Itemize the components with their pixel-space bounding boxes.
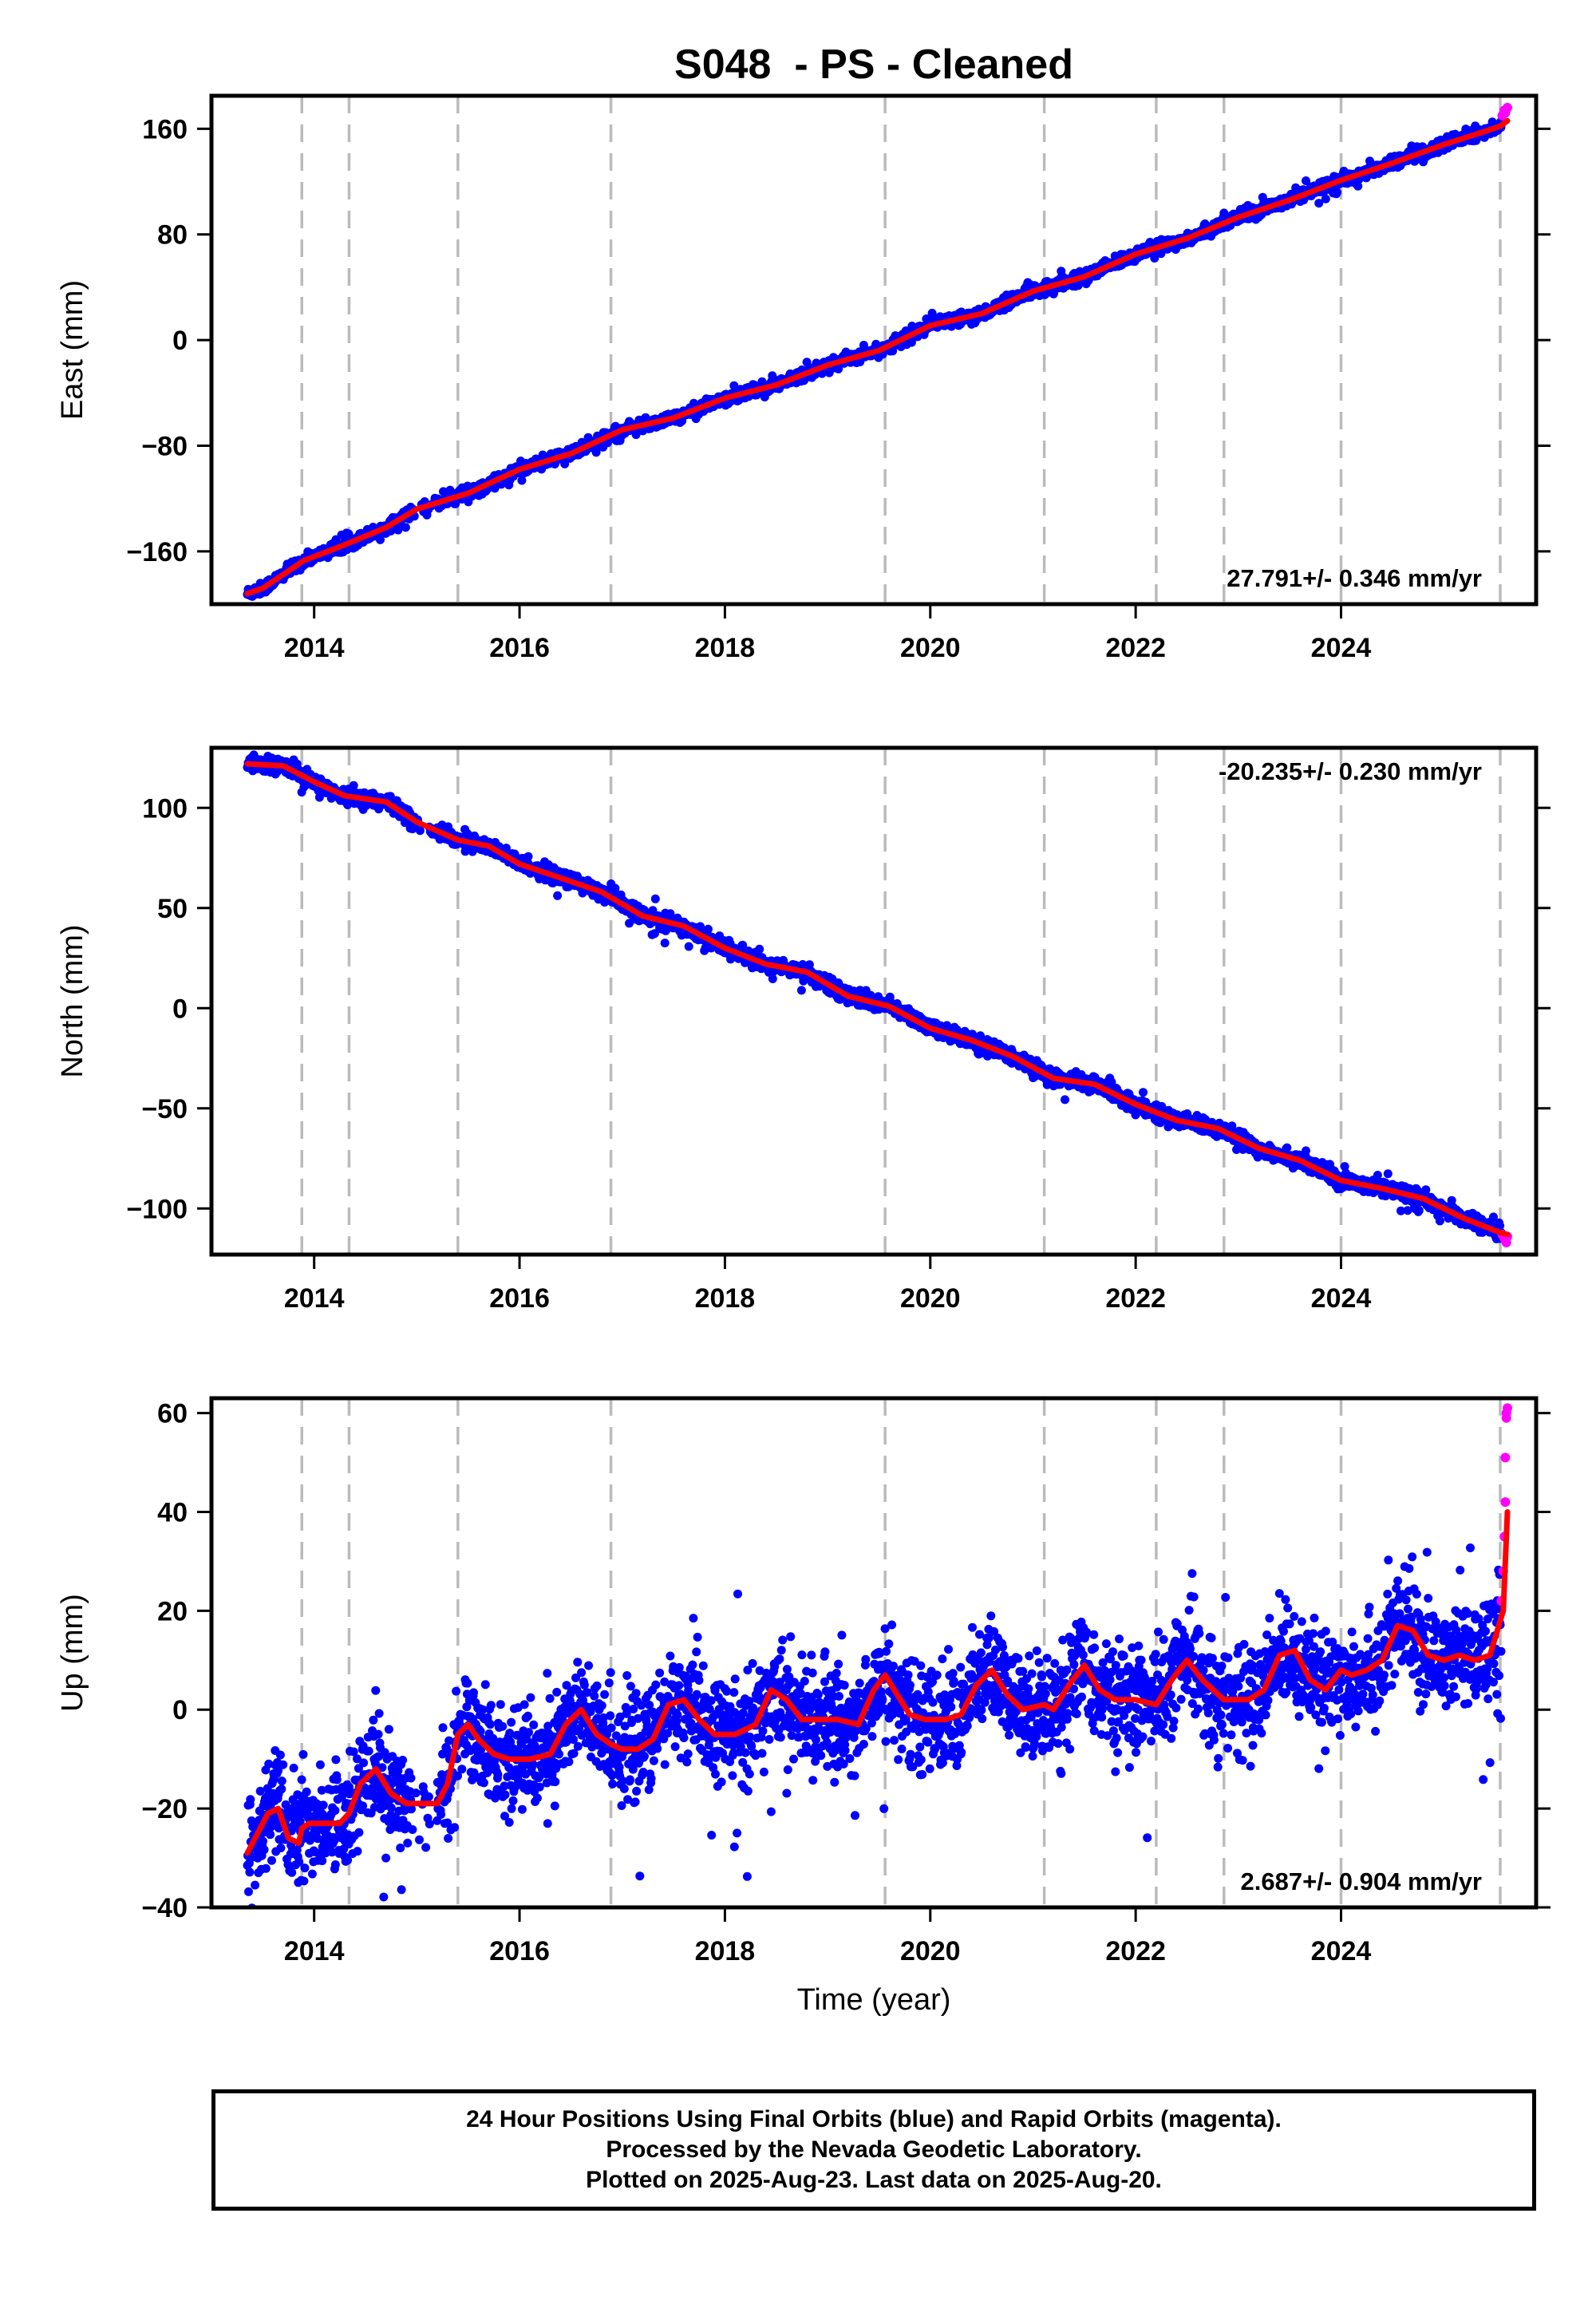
x-tick-label: 2024 [1311, 633, 1372, 663]
x-tick-label: 2014 [284, 633, 345, 663]
model-line [244, 117, 1511, 597]
data-point [650, 894, 660, 903]
y-tick-label: 160 [142, 114, 188, 144]
data-point [703, 924, 713, 934]
data-point [696, 922, 705, 931]
data-point [1321, 194, 1330, 204]
data-point [755, 944, 764, 954]
panel-frame [209, 93, 1539, 607]
data-point [553, 891, 563, 900]
panels-layer: −160 −80 0 80 160 2014 2016 2018 2020 2022 2024 Eas… [56, 93, 1551, 2017]
data-point [768, 974, 777, 983]
x-tick-label: 2022 [1105, 633, 1166, 663]
chart-title: S048 - PS - Cleaned [674, 41, 1073, 88]
rapid-orbit-points [1497, 102, 1512, 121]
y-axis-label: East (mm) [56, 280, 89, 420]
data-point [1314, 199, 1324, 208]
data-point [1302, 176, 1310, 185]
y-tick-label: 80 [157, 220, 188, 251]
data-point [660, 939, 670, 948]
data-point [796, 986, 806, 995]
data-point [393, 525, 403, 535]
data-point [684, 942, 693, 951]
data-point [523, 852, 533, 861]
x-tick-label: 2018 [695, 633, 756, 663]
data-point [517, 476, 527, 485]
data-point [501, 844, 511, 853]
data-point [401, 523, 410, 532]
data-point [804, 960, 814, 970]
rapid-point [1502, 102, 1512, 113]
data-point [591, 448, 601, 457]
data-point [729, 381, 739, 390]
rate-annotation: 27.791+/- 0.346 mm/yr [1227, 564, 1482, 592]
data-point [1333, 188, 1341, 197]
data-point [314, 792, 324, 802]
x-tick-label: 2016 [489, 633, 550, 663]
data-point [1353, 181, 1363, 191]
x-tick-label: 2020 [900, 633, 961, 663]
data-point [376, 535, 385, 544]
y-tick-label: −80 [141, 431, 188, 461]
y-tick-label: 0 [172, 326, 188, 356]
data-point [349, 781, 358, 790]
panel-1: −160 −80 0 80 160 2014 2016 2018 2020 2022 2024 Eas… [56, 93, 1551, 663]
data-point [415, 826, 425, 836]
y-tick-label: −160 [126, 537, 188, 567]
